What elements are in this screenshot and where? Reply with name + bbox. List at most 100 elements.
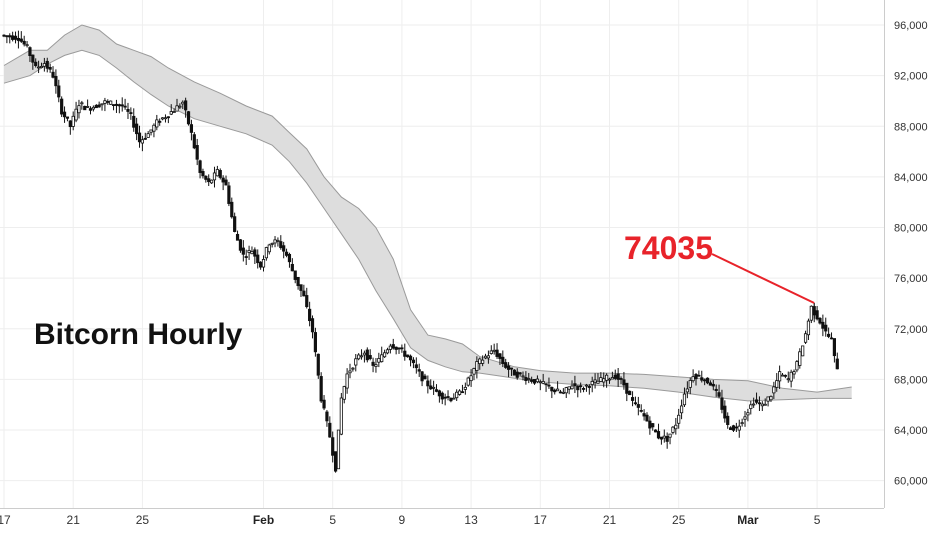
candle-body [380, 354, 384, 363]
candle-body [561, 391, 565, 394]
candle-body [538, 381, 542, 384]
candle-body [83, 105, 87, 111]
candle-body [385, 349, 390, 354]
candle-body [140, 139, 144, 144]
candle-body [241, 247, 245, 255]
candle-body [677, 414, 681, 424]
candle-body [132, 115, 136, 128]
candle-body [498, 353, 502, 359]
candle-body [754, 399, 759, 403]
candle-body [457, 390, 462, 395]
candle-body [397, 347, 401, 350]
candle-body [215, 169, 219, 177]
candle-body [452, 397, 456, 400]
candle-body [106, 101, 110, 103]
candle-body [123, 105, 127, 108]
candle-body [743, 416, 747, 420]
candle-body [68, 120, 72, 128]
candle-body [630, 397, 635, 401]
candlesticks [2, 30, 839, 473]
x-tick-label: 17 [0, 513, 11, 527]
candle-body [703, 379, 707, 382]
candle-body [2, 34, 6, 37]
x-tick-label: 21 [67, 513, 81, 527]
candle-body [302, 290, 306, 297]
candle-body [143, 137, 147, 140]
annotation-label: 74035 [624, 230, 713, 266]
candle-body [827, 333, 831, 337]
x-tick-label: 9 [399, 513, 406, 527]
y-tick-label: 72,000 [894, 324, 928, 336]
candle-body [711, 383, 715, 387]
candle-body [460, 391, 465, 394]
y-tick-label: 76,000 [894, 273, 928, 285]
candle-body [357, 354, 361, 360]
candle-body [25, 44, 29, 47]
candle-body [152, 124, 156, 132]
candle-body [354, 358, 358, 366]
candle-body [481, 359, 485, 364]
candle-body [786, 378, 790, 381]
candle-body [45, 60, 49, 69]
candle-body [129, 112, 133, 114]
candle-body [625, 382, 629, 394]
candle-body [437, 390, 441, 397]
candle-body [261, 259, 266, 268]
candle-body [616, 373, 620, 380]
candle-body [671, 426, 675, 433]
candle-body [619, 378, 623, 380]
candle-body [54, 76, 58, 87]
cloud-lower-line [3, 49, 852, 402]
candle-body [798, 351, 802, 366]
candle-body [371, 361, 375, 366]
candle-body [558, 391, 563, 394]
candle-body [8, 35, 12, 38]
candle-body [662, 435, 666, 439]
candle-body [39, 65, 44, 69]
candle-body [195, 145, 199, 160]
candle-body [504, 362, 508, 368]
candle-body [264, 247, 268, 259]
candle-body [426, 380, 430, 387]
candle-body [792, 371, 796, 375]
candle-body [270, 242, 274, 245]
candle-body [495, 349, 499, 357]
cloud-upper-line [3, 24, 852, 393]
candle-body [708, 382, 713, 386]
candle-body [374, 364, 378, 367]
candle-body [322, 399, 326, 409]
chart-title: Bitcorn Hourly [34, 318, 243, 351]
candle-body [789, 371, 793, 382]
candle-body [509, 367, 514, 370]
candle-body [417, 369, 421, 372]
candle-body [91, 106, 95, 110]
candle-body [766, 396, 770, 402]
candle-body [432, 386, 436, 389]
candle-body [648, 420, 652, 429]
candle-body [88, 108, 93, 111]
candle-body [723, 405, 727, 419]
candle-body [394, 346, 398, 350]
x-tick-label: 13 [464, 513, 478, 527]
candle-body [287, 253, 292, 263]
candle-body [506, 365, 511, 370]
candle-body [359, 355, 364, 358]
candle-body [685, 388, 689, 393]
candle-body [757, 402, 762, 405]
x-tick-label: Mar [737, 513, 759, 527]
candle-body [576, 385, 580, 391]
candle-body [186, 111, 191, 125]
candle-body [642, 413, 646, 417]
candle-body [527, 378, 531, 380]
candle-body [235, 233, 240, 241]
candle-body [348, 370, 352, 374]
candle-body [313, 332, 318, 353]
candle-body [388, 345, 392, 350]
candle-body [783, 374, 787, 377]
candle-body [319, 376, 323, 402]
candle-body [126, 108, 130, 112]
candle-body [86, 106, 90, 108]
candle-body [489, 350, 493, 354]
candle-body [532, 379, 537, 384]
